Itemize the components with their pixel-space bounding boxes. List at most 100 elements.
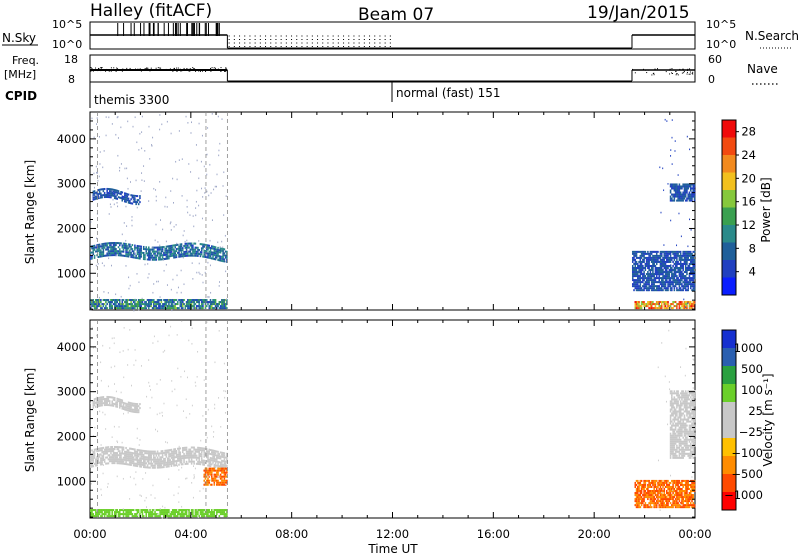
power-data-cell [674, 256, 677, 259]
power-data-cell [214, 248, 217, 251]
power-scatter-cell [175, 224, 177, 226]
power-data-cell [666, 277, 668, 280]
power-data-cell [631, 264, 634, 267]
power-data-cell [673, 193, 676, 196]
nave-dot [676, 73, 678, 75]
velocity-data-cell [97, 403, 100, 406]
power-data-cell [692, 287, 695, 290]
velocity-data-cell [92, 515, 95, 518]
velocity-data-cell [662, 506, 664, 509]
velocity-data-cell [672, 432, 674, 435]
power-data-cell [634, 252, 637, 255]
power-data-cell [113, 305, 116, 308]
velocity-data-cell [141, 513, 144, 516]
nave-dot [683, 72, 685, 74]
power-data-cell [686, 266, 688, 270]
nave-dot [210, 68, 212, 70]
velocity-data-cell [161, 509, 164, 512]
velocity-data-cell [684, 485, 687, 488]
power-scatter-cell [97, 172, 99, 174]
nave-dot [91, 67, 93, 69]
power-data-cell [125, 247, 127, 250]
power-data-cell [110, 196, 112, 199]
velocity-data-cell [159, 509, 161, 512]
power-data-cell [150, 248, 153, 251]
velocity-data-cell [677, 422, 679, 425]
velocity-data-cell [205, 448, 208, 451]
power-scatter-cell [689, 148, 691, 151]
power-data-cell [163, 303, 165, 306]
power-data-cell [153, 301, 155, 304]
velocity-data-cell [674, 398, 677, 401]
power-data-cell [669, 281, 672, 284]
power-data-cell [113, 197, 116, 200]
velocity-data-cell [108, 511, 111, 514]
power-data-cell [687, 269, 689, 272]
power-data-cell [91, 247, 93, 250]
power-data-cell [211, 305, 213, 308]
power-data-cell [631, 273, 634, 276]
power-data-cell [635, 303, 638, 306]
power-data-cell [648, 287, 650, 290]
power-data-cell [633, 281, 635, 284]
velocity-data-cell [121, 460, 124, 463]
power-scatter-cell [136, 273, 138, 275]
power-scatter-cell [678, 212, 680, 215]
velocity-data-cell [212, 459, 214, 462]
velocity-data-cell [684, 479, 687, 482]
velocity-data-cell [671, 426, 673, 429]
power-data-cell [146, 248, 149, 251]
power-scatter-cell [201, 274, 203, 276]
velocity-data-cell [160, 456, 163, 459]
velocity-data-cell [116, 509, 119, 512]
power-data-cell [635, 262, 638, 265]
velocity-data-cell [179, 457, 182, 460]
power-data-cell [203, 253, 205, 256]
power-data-cell [674, 193, 677, 196]
power-data-cell [175, 256, 178, 259]
velocity-data-cell [638, 506, 640, 509]
velocity-data-cell [182, 509, 184, 512]
velocity-data-cell [161, 452, 164, 455]
velocity-data-cell [204, 513, 207, 516]
power-data [90, 112, 696, 312]
power-data-cell [686, 199, 688, 202]
velocity-data-cell [213, 475, 216, 478]
power-data-cell [647, 266, 649, 270]
power-scatter-cell [676, 244, 678, 247]
velocity-data-cell [151, 452, 154, 455]
power-data-cell [171, 301, 174, 304]
power-colorbar-cell [722, 242, 736, 260]
velocity-data-cell [671, 414, 673, 417]
velocity-data-cell [161, 511, 164, 514]
power-data-cell [659, 262, 662, 265]
power-data-cell [639, 264, 642, 267]
velocity-data-cell [673, 396, 676, 399]
nave-dot [207, 69, 209, 71]
velocity-data-cell [202, 515, 204, 518]
power-data-cell [189, 250, 192, 253]
velocity-data-cell [154, 466, 156, 469]
velocity-data-cell [193, 448, 195, 451]
velocity-data-cell [204, 511, 207, 514]
power-data-cell [678, 250, 681, 253]
velocity-data-cell [142, 449, 145, 452]
power-data-cell [649, 301, 652, 304]
power-data-cell [662, 289, 664, 292]
power-scatter-cell [660, 273, 662, 276]
velocity-data-cell [171, 450, 174, 453]
power-scatter-cell [153, 187, 155, 190]
power-data-cell [221, 305, 223, 308]
velocity-data-cell [199, 461, 202, 464]
velocity-data-cell [112, 462, 115, 465]
power-data-cell [213, 303, 216, 306]
velocity-data-cell [672, 398, 674, 401]
power-scatter-cell [143, 180, 145, 182]
power-data-cell [116, 189, 119, 192]
velocity-data-cell [129, 509, 131, 512]
velocity-data-cell [212, 461, 214, 464]
power-data-cell [693, 250, 696, 253]
power-data-cell [108, 301, 111, 304]
power-scatter-cell [171, 250, 173, 253]
velocity-data-cell [204, 461, 207, 465]
